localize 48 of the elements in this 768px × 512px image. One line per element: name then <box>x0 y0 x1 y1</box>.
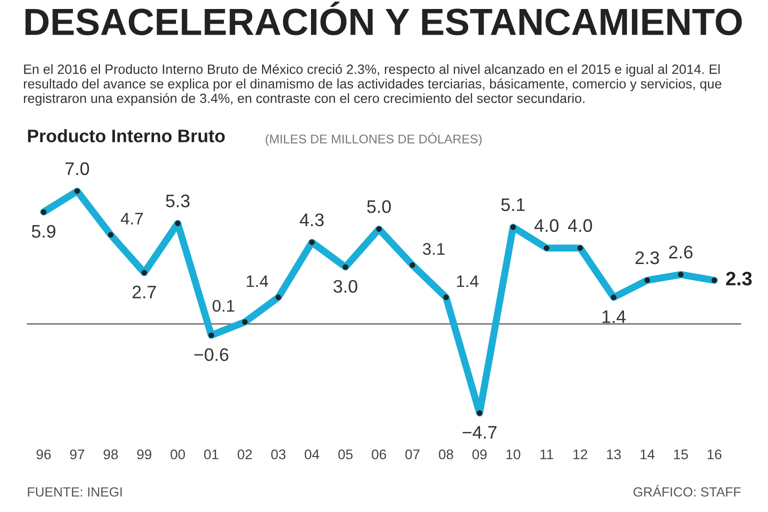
x-tick-label: 97 <box>70 449 84 460</box>
x-tick-label: 06 <box>372 449 386 460</box>
data-label: 5.3 <box>166 194 190 208</box>
data-label: 7.0 <box>66 162 90 176</box>
x-tick-label: 09 <box>472 449 487 460</box>
chart-title: DESACELERACIÓN Y ESTANCAMIENTO <box>26 2 742 36</box>
data-label: 5.1 <box>501 198 525 212</box>
text: GRÁFICO: STAFF <box>634 485 741 497</box>
data-label: 1.4 <box>602 310 626 323</box>
x-tick-label: 16 <box>708 449 722 460</box>
x-tick-label: 10 <box>506 449 520 460</box>
x-tick-label: 99 <box>137 449 152 460</box>
x-tick-label: 02 <box>238 449 252 460</box>
x-tick-label: 00 <box>170 449 185 460</box>
x-tick-label: 05 <box>338 449 353 460</box>
data-label: 2.3 <box>636 251 659 264</box>
x-tick-label: 07 <box>405 449 420 460</box>
x-tick-label: 11 <box>540 450 554 460</box>
data-label: 2.6 <box>669 246 693 259</box>
x-tick-label: 03 <box>271 449 286 460</box>
data-label: 2.3 <box>726 272 752 286</box>
data-label: −0.6 <box>194 348 228 362</box>
data-label: 4.0 <box>568 219 592 232</box>
data-label: −4.7 <box>462 426 496 439</box>
x-tick-label: 01 <box>204 449 218 460</box>
data-label: 4.0 <box>534 219 558 232</box>
x-tick-label: 15 <box>674 450 688 460</box>
x-tick-label: 04 <box>304 449 320 460</box>
x-tick-label: 12 <box>574 449 588 460</box>
data-label: 5.9 <box>32 224 56 238</box>
data-label: 1.4 <box>246 275 268 287</box>
x-tick-label: 14 <box>640 450 655 460</box>
x-tick-label: 13 <box>607 449 621 460</box>
data-label: 5.0 <box>367 200 391 214</box>
x-tick-label: 98 <box>104 449 118 460</box>
text: Producto Interno Bruto <box>28 129 225 142</box>
data-label: 4.7 <box>120 212 143 224</box>
text: (MILES DE MILLONES DE DÓLARES) <box>266 132 482 146</box>
chart-subtitle: En el 2016 el Producto Interno Bruto de México creció 2.3%, respecto al nivel alcanzado en el 2015 e igual al 2014. El resultado del avance se explica por el dinamismo de las actividades terciarias, básicamente, comercio y servicios, que registraron una expansión de 3.4%, en contraste con el cero crecimiento del sector secundario. <box>24 64 722 106</box>
source-note: FUENTE: INEGI <box>28 487 122 497</box>
data-label: 3.1 <box>422 243 445 255</box>
data-label: 0.1 <box>212 300 234 312</box>
x-tick-label: 08 <box>438 449 454 460</box>
data-label: 3.0 <box>334 280 358 293</box>
x-tick-label: 96 <box>36 449 51 460</box>
data-label: 2.7 <box>132 286 156 298</box>
data-label: 1.4 <box>457 275 478 287</box>
data-label: 4.3 <box>300 213 324 226</box>
